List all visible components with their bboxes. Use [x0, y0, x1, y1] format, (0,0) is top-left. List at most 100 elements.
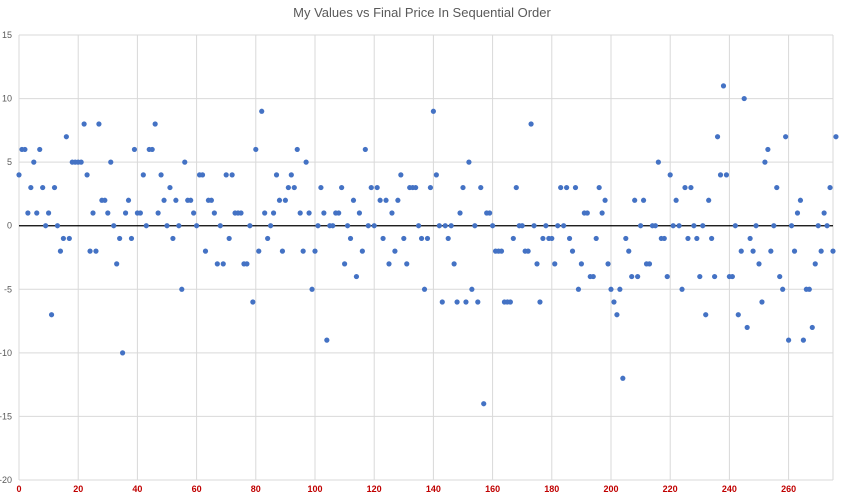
data-point	[398, 172, 404, 178]
data-point	[362, 146, 368, 153]
data-point	[309, 286, 315, 292]
data-point	[46, 210, 52, 216]
x-tick-label: 60	[192, 484, 202, 494]
data-point	[460, 184, 466, 191]
data-point	[830, 248, 836, 254]
data-point	[344, 223, 351, 229]
data-point	[57, 248, 64, 254]
data-point	[395, 197, 401, 203]
data-point	[214, 261, 220, 267]
data-point	[575, 286, 582, 292]
data-point	[697, 273, 703, 280]
data-point	[31, 159, 37, 165]
data-point	[78, 159, 84, 165]
y-tick-label: 15	[2, 30, 12, 40]
data-point	[259, 108, 265, 114]
data-point	[664, 273, 670, 280]
y-tick-label: 0	[7, 221, 12, 231]
data-point	[149, 146, 155, 153]
data-point	[620, 375, 626, 381]
data-point	[809, 324, 815, 331]
data-point	[223, 172, 229, 178]
data-point	[759, 299, 765, 305]
data-point	[161, 197, 167, 203]
data-point	[771, 223, 777, 229]
data-point	[102, 197, 108, 203]
data-point	[466, 159, 472, 165]
data-point	[534, 261, 540, 267]
data-point	[638, 223, 644, 229]
y-tick-label: -15	[0, 411, 12, 421]
data-point	[182, 159, 188, 165]
data-point	[593, 235, 599, 242]
data-point	[703, 312, 709, 318]
data-point	[300, 248, 306, 254]
data-point	[498, 248, 505, 254]
data-point	[797, 197, 804, 203]
data-point	[457, 210, 463, 216]
data-point	[359, 248, 365, 254]
data-point	[244, 261, 250, 267]
data-point	[472, 223, 478, 229]
data-point	[336, 210, 342, 216]
data-point	[54, 223, 61, 229]
data-point	[122, 210, 129, 216]
data-point	[478, 184, 484, 191]
data-point	[555, 223, 561, 229]
data-point	[673, 197, 679, 203]
data-point	[265, 235, 271, 242]
data-point	[108, 159, 114, 165]
data-point	[519, 223, 525, 229]
data-point	[747, 235, 753, 242]
data-point	[318, 184, 324, 191]
data-point	[93, 248, 99, 254]
data-point	[48, 312, 55, 318]
data-point	[137, 210, 143, 216]
data-point	[324, 337, 330, 343]
data-point	[525, 248, 531, 254]
data-point	[60, 235, 66, 242]
data-point	[220, 261, 226, 267]
data-point	[63, 134, 69, 140]
data-point	[217, 223, 223, 229]
data-point	[279, 248, 286, 254]
data-point	[288, 172, 294, 178]
data-point	[481, 401, 487, 407]
data-point	[691, 223, 697, 229]
data-point	[791, 248, 798, 254]
data-point	[353, 273, 360, 280]
data-point	[439, 299, 445, 305]
data-point	[608, 286, 614, 292]
data-point	[368, 184, 374, 191]
data-point	[105, 210, 111, 216]
data-point	[164, 223, 170, 229]
data-point	[510, 235, 516, 242]
data-point	[635, 273, 641, 280]
x-tick-label: 20	[73, 484, 83, 494]
data-point	[531, 223, 537, 229]
data-point	[433, 172, 439, 178]
x-tick-label: 100	[307, 484, 322, 494]
data-point	[211, 210, 217, 216]
data-point	[303, 159, 309, 165]
data-point	[584, 210, 590, 216]
data-point	[188, 197, 194, 203]
data-point	[321, 210, 327, 216]
data-point	[416, 223, 422, 229]
data-point	[552, 261, 558, 267]
data-point	[294, 146, 300, 153]
data-point	[117, 235, 123, 242]
data-point	[401, 235, 407, 242]
data-point	[413, 184, 419, 191]
data-point	[824, 223, 830, 229]
data-point	[667, 172, 673, 178]
data-point	[475, 299, 481, 305]
data-point	[377, 197, 383, 203]
data-point	[131, 146, 138, 153]
data-point	[735, 312, 741, 318]
data-point	[111, 223, 117, 229]
x-tick-label: 80	[251, 484, 261, 494]
x-tick-label: 140	[426, 484, 441, 494]
data-point	[540, 235, 546, 242]
data-point	[706, 197, 712, 203]
